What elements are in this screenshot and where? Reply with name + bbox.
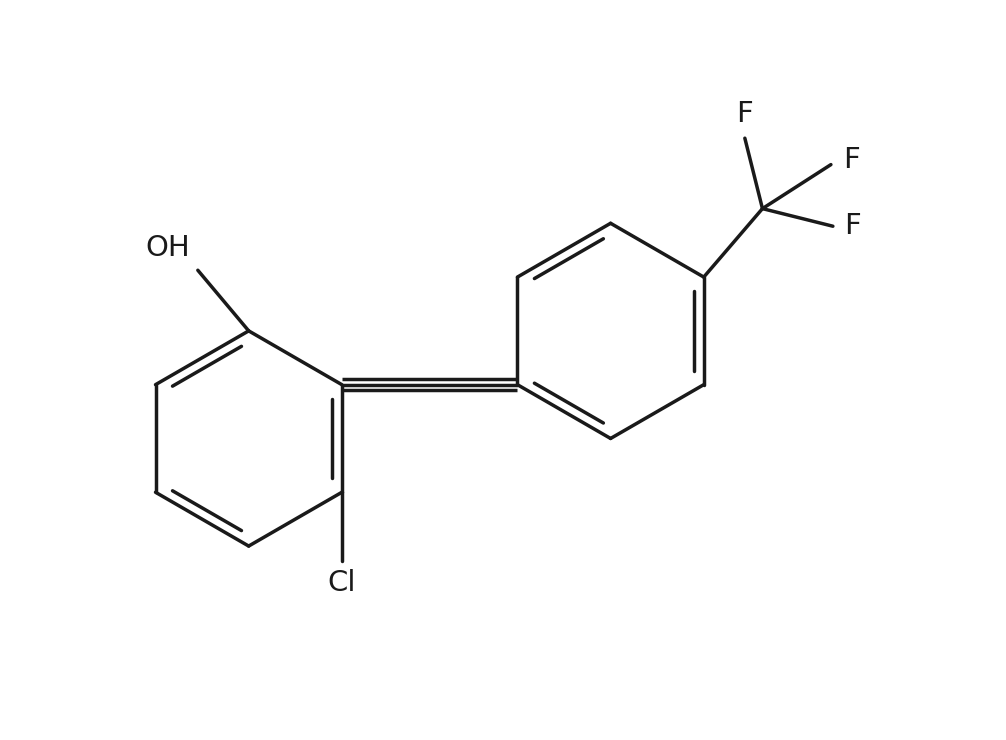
Text: F: F [736,101,753,129]
Text: F: F [845,212,861,241]
Text: Cl: Cl [328,568,356,596]
Text: OH: OH [145,235,190,263]
Text: F: F [843,146,859,174]
